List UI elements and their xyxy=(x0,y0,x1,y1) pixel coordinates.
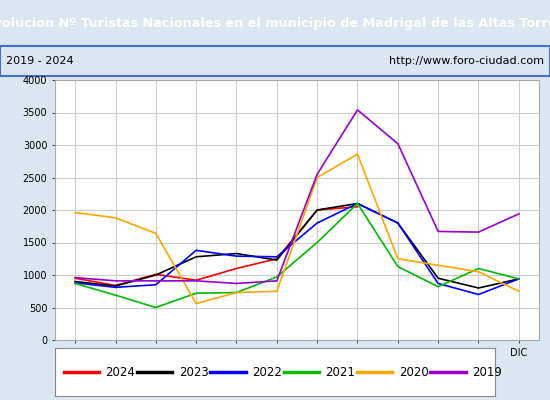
Text: 2024: 2024 xyxy=(106,366,135,378)
Text: 2019: 2019 xyxy=(472,366,502,378)
Text: Evolucion Nº Turistas Nacionales en el municipio de Madrigal de las Altas Torres: Evolucion Nº Turistas Nacionales en el m… xyxy=(0,16,550,30)
Text: 2020: 2020 xyxy=(399,366,428,378)
Text: http://www.foro-ciudad.com: http://www.foro-ciudad.com xyxy=(389,56,544,66)
Text: 2022: 2022 xyxy=(252,366,282,378)
Text: 2021: 2021 xyxy=(326,366,355,378)
Text: 2023: 2023 xyxy=(179,366,208,378)
Text: 2019 - 2024: 2019 - 2024 xyxy=(6,56,73,66)
